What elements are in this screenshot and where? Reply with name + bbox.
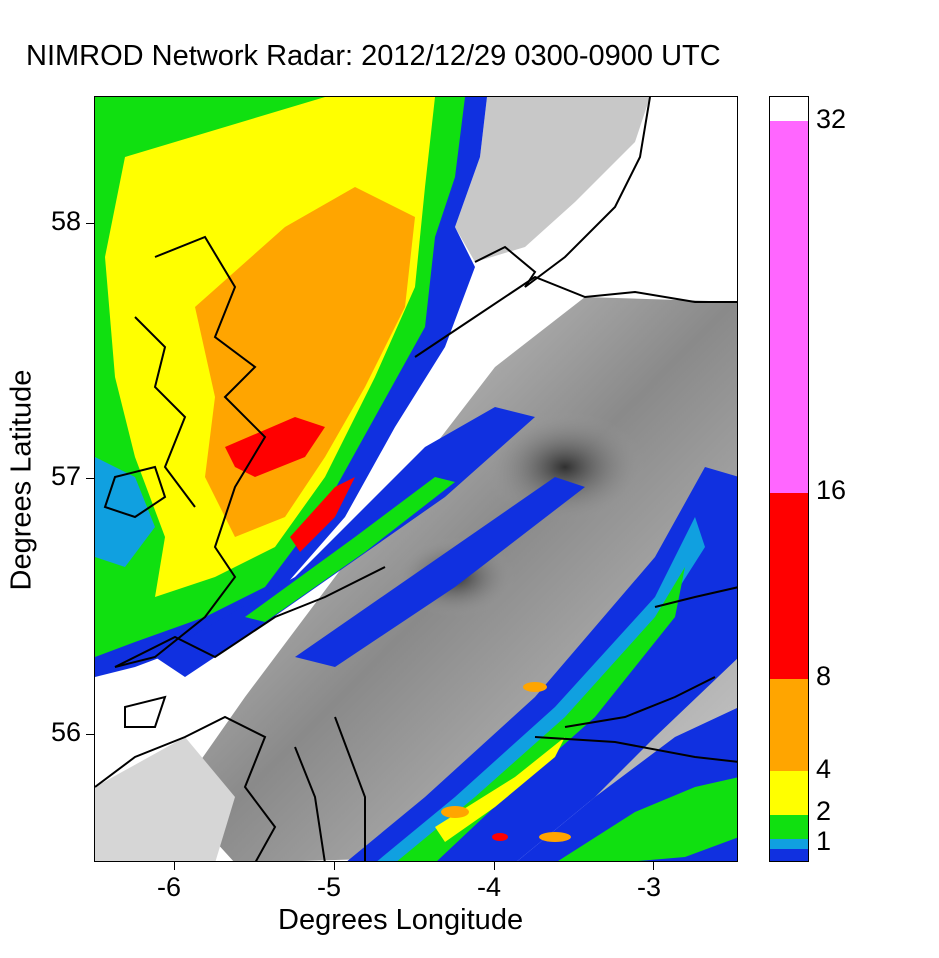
precip-band-mid-blue [295, 477, 585, 667]
coastline-loch-2 [334, 716, 366, 861]
precip-band-far-south-green [558, 777, 737, 861]
y-axis-title: Degrees Latitude [5, 369, 38, 591]
coastline-south [534, 736, 737, 763]
colorbar-segment [770, 97, 808, 121]
colorbar-segment [770, 839, 808, 849]
terrain-peak-cairngorms [485, 412, 645, 522]
precip-band-central-green [245, 477, 455, 622]
y-tick-mark-1 [86, 223, 94, 224]
colorbar-segment [770, 815, 808, 839]
coastline-north-east [474, 97, 651, 288]
x-tick-label: -6 [157, 872, 182, 902]
coastline-east [654, 586, 737, 608]
precip-layer [95, 97, 737, 861]
y-tick-mark-2 [86, 478, 94, 479]
precip-band-south-blue [347, 467, 737, 861]
terrain-north [455, 97, 650, 262]
coastline-layer [95, 97, 737, 861]
coastline-west-1 [114, 235, 267, 668]
precip-cyan-west [95, 457, 155, 567]
precip-cell-red-1 [492, 833, 508, 841]
coastline-west-2 [134, 316, 196, 508]
colorbar [769, 96, 809, 862]
x-axis-title: Degrees Longitude [278, 904, 524, 936]
coastline-loch-1 [294, 746, 326, 861]
precip-band-south-yellow [435, 737, 565, 842]
x-tick-mark-2 [334, 862, 335, 870]
map-title: NIMROD Network Radar: 2012/12/29 0300-09… [26, 40, 721, 72]
colorbar-label-4: 4 [816, 754, 832, 784]
y-tick-label: 57 [51, 461, 82, 491]
precip-cell-orange-1 [441, 806, 469, 818]
precip-cell-orange-3 [539, 832, 571, 842]
colorbar-segment [770, 679, 808, 771]
precip-band-central-blue [155, 407, 535, 677]
precip-red-streak [290, 477, 355, 552]
coastline-southwest-islands [124, 695, 167, 728]
precip-cell-orange-2 [523, 682, 547, 692]
colorbar-label-8: 8 [816, 661, 832, 691]
x-tick-label: -5 [317, 872, 342, 902]
terrain-southwest [95, 737, 235, 861]
radar-map [94, 96, 738, 862]
colorbar-segment [770, 493, 808, 679]
x-tick-mark-1 [174, 862, 175, 870]
colorbar-segment [770, 771, 808, 815]
coastline-forth [564, 676, 716, 728]
x-tick-mark-3 [494, 862, 495, 870]
x-tick-label: -3 [637, 872, 662, 902]
colorbar-segment [770, 849, 808, 861]
y-tick-label: 56 [51, 717, 82, 747]
coastline-inner [114, 566, 386, 668]
coastline-skye [103, 465, 167, 519]
y-tick-label: 58 [51, 206, 82, 236]
x-tick-label: -4 [477, 872, 502, 902]
coastline-clyde [95, 715, 277, 861]
colorbar-label-2: 2 [816, 796, 832, 826]
y-tick-mark-3 [86, 734, 94, 735]
coastline-moray-firth [414, 275, 737, 358]
x-tick-mark-4 [653, 862, 654, 870]
colorbar-label-16: 16 [816, 475, 847, 505]
colorbar-segment [770, 121, 808, 493]
precipitation-field [95, 97, 737, 861]
colorbar-label-32: 32 [816, 104, 847, 134]
colorbar-label-1: 1 [816, 826, 832, 856]
